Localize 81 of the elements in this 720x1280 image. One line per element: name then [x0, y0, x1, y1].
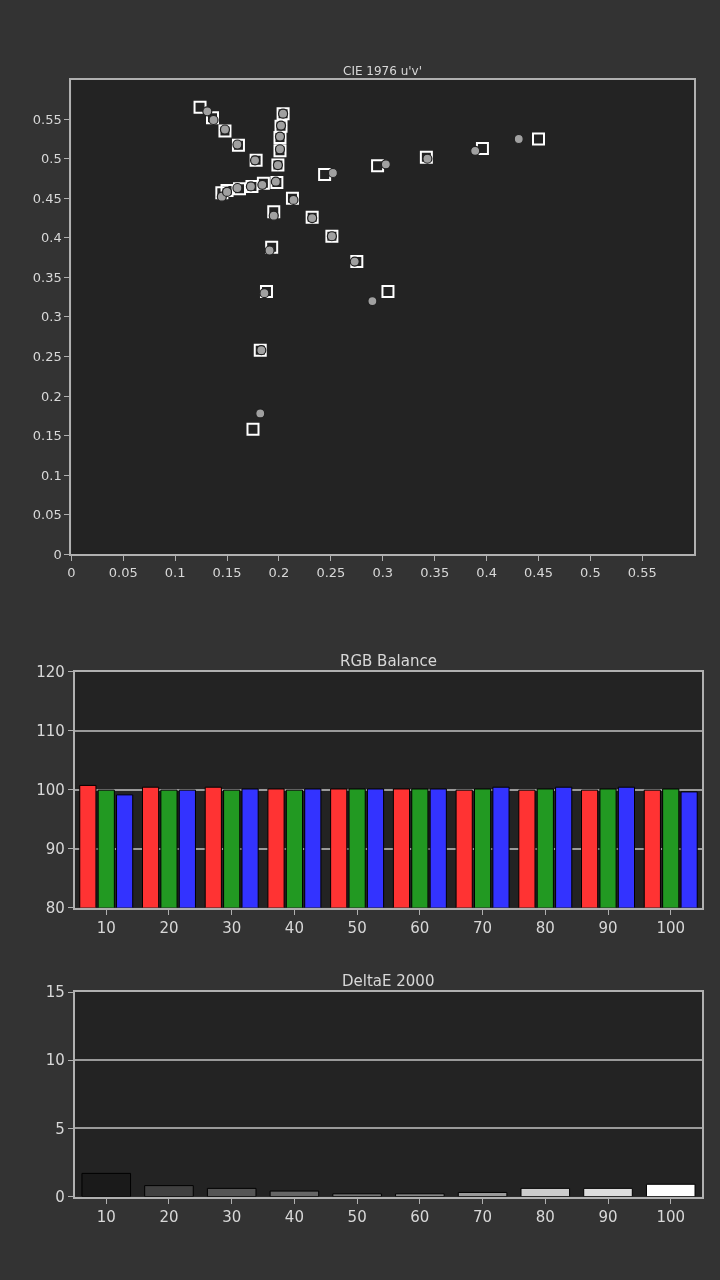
x-tick-label: 0.45 — [524, 564, 553, 580]
point — [265, 240, 279, 254]
x-tick-label: 60 — [410, 918, 430, 937]
bar — [206, 1187, 257, 1197]
x-tick-label: 70 — [473, 918, 493, 937]
chart-title: RGB Balance — [340, 652, 437, 670]
x-tick-label: 30 — [222, 1207, 242, 1226]
bar — [144, 1185, 194, 1197]
point — [264, 245, 275, 256]
chart-title: DeltaE 2000 — [342, 972, 435, 990]
x-tick-label: 90 — [598, 1207, 618, 1226]
y-tick-label: 0.2 — [41, 388, 62, 404]
x-tick-label: 20 — [159, 918, 179, 937]
y-tick-label: 10 — [45, 1051, 65, 1070]
chart-title: CIE 1976 u'v' — [343, 64, 422, 78]
x-tick-label: 20 — [159, 1207, 179, 1226]
y-tick-label: 5 — [55, 1119, 65, 1138]
y-tick-label: 120 — [36, 662, 65, 681]
x-tick-label: 0.3 — [372, 564, 394, 580]
x-tick-label: 0.35 — [420, 564, 450, 580]
point — [246, 422, 260, 436]
x-tick-label: 0.5 — [580, 564, 601, 580]
bar — [520, 1187, 571, 1197]
point — [470, 145, 481, 156]
x-tick-label: 0.55 — [627, 564, 657, 580]
y-tick-label: 0.1 — [41, 467, 62, 483]
x-tick-label: 30 — [222, 918, 242, 937]
point — [318, 168, 332, 182]
x-tick-label: 0.05 — [108, 564, 138, 580]
y-tick-label: 0.25 — [32, 349, 62, 365]
point — [371, 159, 385, 173]
y-tick-label: 110 — [36, 721, 65, 740]
point — [193, 100, 207, 114]
x-tick-label: 10 — [96, 918, 116, 937]
x-tick-label: 50 — [347, 918, 367, 937]
point — [475, 141, 489, 155]
bar — [645, 1183, 696, 1197]
y-tick-label: 0 — [55, 1187, 65, 1206]
x-tick-label: 60 — [410, 1207, 430, 1226]
point — [380, 159, 391, 170]
y-tick-label: 0.5 — [41, 151, 62, 167]
bar — [583, 1187, 633, 1197]
x-tick-label: 80 — [535, 918, 555, 937]
x-tick-label: 50 — [347, 1207, 367, 1226]
x-tick-label: 0.4 — [476, 564, 497, 580]
x-tick-label: 100 — [656, 918, 686, 937]
y-tick-label: 80 — [45, 898, 65, 917]
x-tick-label: 100 — [656, 1207, 686, 1226]
point — [268, 210, 279, 221]
point — [267, 205, 281, 219]
x-tick-label: 0.15 — [212, 564, 242, 580]
x-tick-label: 80 — [535, 1207, 555, 1226]
y-tick-label: 90 — [45, 839, 65, 858]
point — [202, 106, 213, 117]
y-tick-label: 0.05 — [32, 507, 62, 523]
point — [381, 285, 395, 299]
x-tick-label: 0.25 — [316, 564, 346, 580]
y-tick-label: 0.4 — [41, 230, 62, 246]
x-tick-label: 0 — [67, 564, 76, 580]
bar — [269, 1190, 320, 1197]
x-tick-label: 10 — [96, 1207, 116, 1226]
x-tick-label: 0.2 — [268, 564, 290, 580]
y-tick-label: 0.55 — [32, 111, 62, 127]
y-tick-label: 0.15 — [32, 428, 62, 444]
point — [531, 132, 545, 146]
x-tick-label: 90 — [598, 918, 618, 937]
point — [350, 255, 364, 269]
point — [255, 408, 266, 419]
point — [349, 256, 360, 267]
y-tick-label: 15 — [45, 983, 65, 1002]
y-tick-label: 0.45 — [32, 190, 62, 206]
bar — [332, 1193, 382, 1197]
x-tick-label: 0.1 — [164, 564, 186, 580]
y-tick-label: 0 — [53, 546, 62, 562]
x-tick-label: 40 — [284, 1207, 304, 1226]
x-tick-label: 70 — [473, 1207, 493, 1226]
y-tick-label: 0.3 — [41, 309, 62, 325]
y-tick-label: 0.35 — [32, 269, 62, 285]
bar — [395, 1193, 445, 1197]
y-tick-label: 100 — [36, 780, 65, 799]
x-tick-label: 40 — [284, 918, 304, 937]
